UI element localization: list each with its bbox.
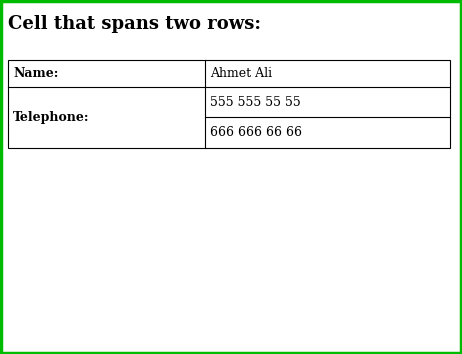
- Text: 555 555 55 55: 555 555 55 55: [210, 96, 301, 108]
- Text: Ahmet Ali: Ahmet Ali: [210, 67, 272, 80]
- Bar: [8, 60, 450, 148]
- Text: Telephone:: Telephone:: [13, 111, 90, 124]
- Text: 666 666 66 66: 666 666 66 66: [210, 126, 302, 139]
- Text: Name:: Name:: [13, 67, 58, 80]
- Text: Cell that spans two rows:: Cell that spans two rows:: [8, 15, 261, 33]
